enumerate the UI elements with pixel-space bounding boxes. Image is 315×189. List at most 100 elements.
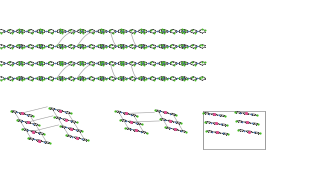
Point <box>0 63 1 66</box>
Point <box>51 31 56 34</box>
Point <box>68 112 73 115</box>
Point <box>159 31 164 34</box>
Point <box>9 46 14 49</box>
Point <box>39 32 44 35</box>
Point <box>159 46 164 50</box>
Point <box>169 119 175 122</box>
Point <box>162 126 167 129</box>
Point <box>172 31 177 34</box>
Point <box>182 76 187 79</box>
Point <box>208 121 213 124</box>
Point <box>168 31 173 34</box>
Point <box>159 43 164 46</box>
Point <box>157 31 162 34</box>
Point <box>141 44 146 47</box>
Point <box>63 125 68 128</box>
Point <box>31 115 36 118</box>
Point <box>55 29 60 32</box>
Point <box>21 112 26 115</box>
Point <box>139 31 144 34</box>
Point <box>121 31 126 34</box>
Point <box>242 112 247 115</box>
Point <box>160 30 165 33</box>
Point <box>50 108 55 111</box>
Point <box>20 127 25 130</box>
Point <box>28 64 33 67</box>
Point <box>184 61 189 64</box>
Point <box>9 31 14 34</box>
Point <box>121 64 126 67</box>
Point <box>100 63 106 66</box>
Point <box>59 109 64 112</box>
Point <box>63 134 68 137</box>
Point <box>100 76 106 79</box>
Point <box>118 60 123 63</box>
Point <box>19 32 24 35</box>
Point <box>166 120 171 123</box>
Point <box>57 28 62 31</box>
Point <box>127 63 132 66</box>
Point <box>256 131 261 134</box>
Point <box>122 112 127 115</box>
Point <box>171 128 176 131</box>
Point <box>63 111 68 114</box>
Point <box>159 28 164 31</box>
Point <box>162 43 167 46</box>
Point <box>66 133 71 136</box>
Point <box>19 29 24 32</box>
Point <box>10 31 15 34</box>
Point <box>115 109 120 112</box>
Point <box>136 63 141 66</box>
Point <box>169 28 174 31</box>
Point <box>100 32 106 35</box>
Point <box>119 111 124 114</box>
Point <box>26 75 32 78</box>
Point <box>26 114 31 117</box>
Point <box>22 78 27 81</box>
Point <box>57 78 62 81</box>
Point <box>121 76 126 79</box>
Point <box>188 46 193 49</box>
Point <box>150 75 155 78</box>
Point <box>153 78 158 81</box>
Point <box>238 111 243 114</box>
Point <box>191 43 196 46</box>
Point <box>157 29 162 32</box>
Point <box>28 60 33 63</box>
Point <box>27 138 32 141</box>
Point <box>107 44 112 47</box>
Point <box>139 60 144 63</box>
Point <box>118 75 123 78</box>
Point <box>62 110 67 113</box>
Point <box>69 135 74 138</box>
Point <box>250 122 255 125</box>
Point <box>105 45 110 48</box>
Point <box>3 30 8 33</box>
Point <box>10 76 15 79</box>
Point <box>17 79 22 82</box>
Point <box>40 132 45 135</box>
Point <box>203 111 208 114</box>
Point <box>118 44 123 47</box>
Point <box>36 131 41 134</box>
Point <box>168 119 173 122</box>
Point <box>134 122 139 125</box>
Point <box>0 28 4 31</box>
Point <box>124 128 129 131</box>
Point <box>139 44 144 47</box>
Point <box>60 76 65 79</box>
Point <box>139 76 144 79</box>
Point <box>66 119 71 122</box>
Point <box>103 31 108 34</box>
Point <box>121 79 126 82</box>
Point <box>212 131 217 134</box>
Point <box>19 31 24 34</box>
Point <box>40 31 45 34</box>
Point <box>164 112 169 115</box>
Point <box>193 31 198 34</box>
Point <box>182 32 187 35</box>
Point <box>71 44 76 47</box>
Point <box>192 31 197 34</box>
Point <box>66 31 71 34</box>
Point <box>179 29 184 32</box>
